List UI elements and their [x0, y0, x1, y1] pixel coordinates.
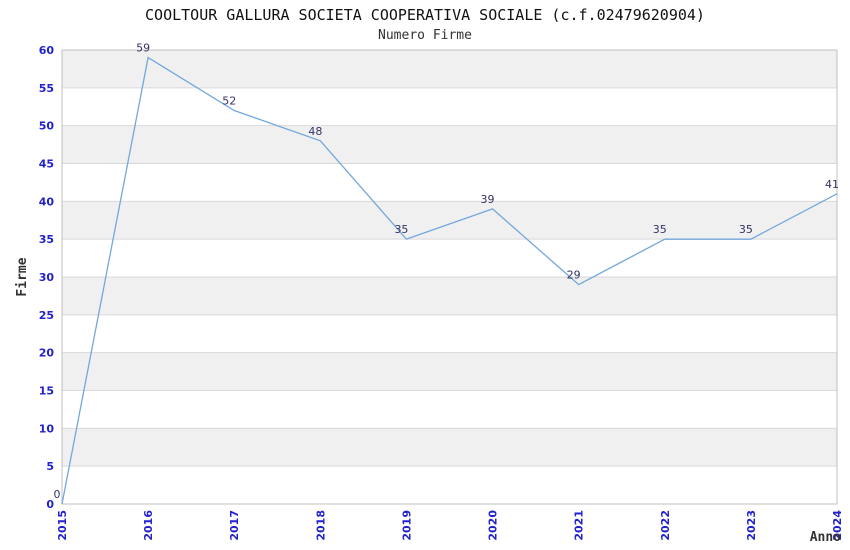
data-point-label: 35 [394, 223, 408, 236]
y-tick-label: 20 [39, 347, 55, 360]
plot-band [62, 466, 837, 504]
plot-band [62, 50, 837, 88]
y-tick-label: 50 [39, 120, 55, 133]
plot-band [62, 239, 837, 277]
plot-band [62, 390, 837, 429]
y-tick-label: 35 [39, 233, 54, 246]
plot-band [62, 201, 837, 240]
x-tick-label: 2018 [314, 510, 327, 541]
data-point-label: 35 [739, 223, 753, 236]
y-axis-title: Firme [15, 257, 30, 296]
plot-band [62, 314, 837, 353]
data-point-label: 41 [825, 178, 839, 191]
x-tick-label: 2023 [745, 510, 758, 541]
x-tick-label: 2022 [659, 510, 672, 541]
x-axis-title: Anno [810, 530, 841, 545]
x-tick-label: 2020 [487, 510, 500, 541]
y-tick-label: 0 [46, 498, 54, 511]
plot-band [62, 125, 837, 164]
chart-title: COOLTOUR GALLURA SOCIETA COOPERATIVA SOC… [145, 6, 705, 24]
data-point-label: 29 [567, 269, 581, 282]
x-tick-label: 2015 [56, 510, 69, 541]
data-point-label: 35 [653, 223, 667, 236]
y-tick-label: 60 [39, 44, 55, 57]
data-line [61, 56, 838, 505]
plot-band [62, 428, 837, 467]
y-tick-label: 25 [39, 309, 54, 322]
y-tick-label: 15 [39, 385, 54, 398]
x-tick-label: 2016 [142, 510, 155, 541]
y-tick-label: 55 [39, 82, 54, 95]
data-point-label: 59 [136, 42, 150, 55]
y-tick-label: 30 [39, 271, 55, 284]
x-tick-label: 2019 [400, 510, 413, 541]
y-tick-label: 40 [39, 195, 55, 208]
plot-band [62, 277, 837, 315]
y-tick-label: 5 [46, 460, 54, 473]
data-point-label: 48 [308, 125, 322, 138]
plot-band [62, 352, 837, 391]
x-tick-label: 2021 [573, 510, 586, 541]
chart-subtitle: Numero Firme [378, 28, 472, 43]
y-tick-label: 45 [39, 158, 54, 171]
x-tick-label: 2024 [831, 510, 844, 541]
data-point-label: 39 [481, 193, 495, 206]
x-tick-label: 2017 [228, 510, 241, 541]
plot-band [62, 87, 837, 126]
data-point-label: 0 [54, 488, 61, 501]
y-tick-label: 10 [39, 422, 55, 435]
data-point-label: 52 [222, 95, 236, 108]
plot-border [61, 49, 838, 505]
plot-band [62, 163, 837, 202]
